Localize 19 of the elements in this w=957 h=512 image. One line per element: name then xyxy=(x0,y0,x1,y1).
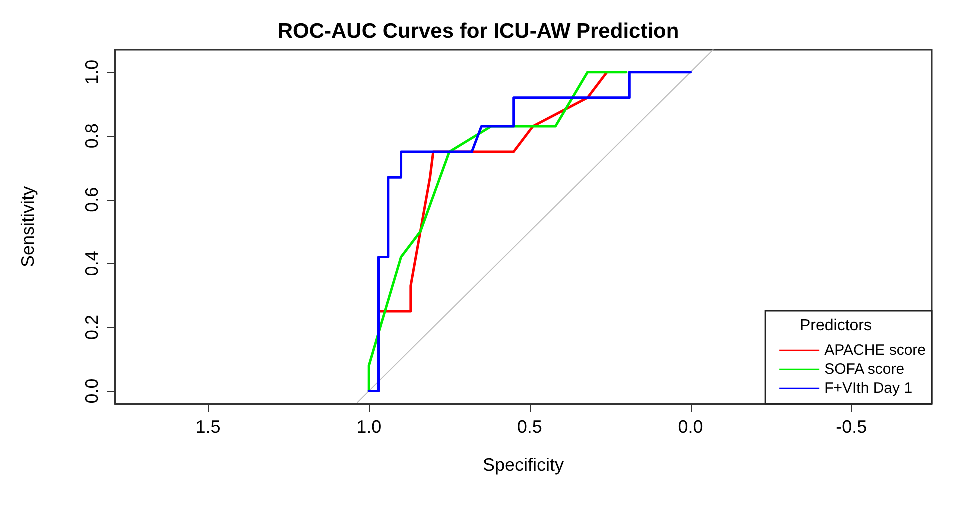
y-tick-label: 1.0 xyxy=(82,60,102,85)
x-tick-label: 1.0 xyxy=(356,417,382,437)
x-tick-label: 0.5 xyxy=(517,417,542,437)
legend-label: APACHE score xyxy=(824,342,926,359)
legend-label: SOFA score xyxy=(824,361,905,378)
x-axis-title: Specificity xyxy=(482,455,564,475)
y-tick-label: 0.6 xyxy=(82,187,102,212)
x-tick-label: 0.0 xyxy=(678,417,704,437)
y-tick-label: 0.4 xyxy=(82,251,102,276)
y-axis-title: Sensitivity xyxy=(18,186,38,268)
legend-label: F+VIth Day 1 xyxy=(824,380,913,397)
line-series xyxy=(368,71,692,392)
legend-title: Predictors xyxy=(800,318,872,334)
x-tick-label: -0.5 xyxy=(836,417,868,437)
y-tick-label: 0.0 xyxy=(82,378,102,404)
y-tick-label: 0.8 xyxy=(82,124,102,149)
x-tick-label: 1.5 xyxy=(196,417,221,437)
chart-title: ROC-AUC Curves for ICU-AW Prediction xyxy=(278,20,680,43)
y-tick-label: 0.2 xyxy=(82,314,102,340)
